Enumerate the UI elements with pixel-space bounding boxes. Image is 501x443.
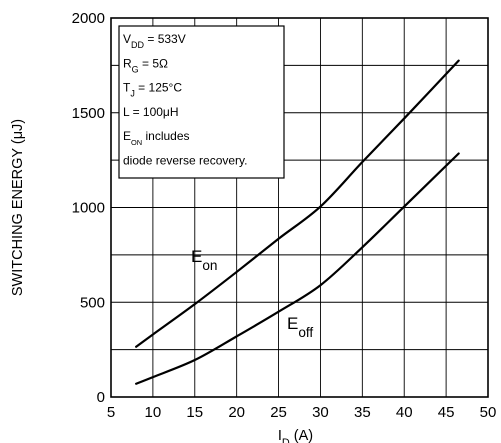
- axis-titles: ID (A) SWITCHING ENERGY (μJ): [10, 119, 313, 443]
- conditions-row: L = 100μH: [123, 105, 179, 119]
- x-axis-ticks: 5 10 15 20 25 30 35 40 45 50: [107, 404, 497, 421]
- x-tick-label: 50: [480, 404, 497, 421]
- conditions-border: [118, 25, 285, 179]
- y-axis-ticks: 0 500 1000 1500 2000: [72, 10, 105, 406]
- y-tick-label: 1500: [72, 105, 105, 122]
- conditions-row: diode reverse recovery.: [123, 154, 248, 168]
- conditions-row: RG = 5Ω: [123, 56, 168, 74]
- conditions-row: TJ = 125°C: [123, 81, 182, 99]
- x-tick-label: 35: [354, 404, 371, 421]
- y-tick-label: 1000: [72, 200, 105, 217]
- x-tick-label: 40: [396, 404, 413, 421]
- curve-eoff: [135, 152, 460, 385]
- x-tick-label: 25: [270, 404, 287, 421]
- plot-border: [110, 17, 489, 398]
- x-tick-label: 30: [312, 404, 329, 421]
- x-tick-label: 45: [438, 404, 455, 421]
- x-tick-label: 10: [145, 404, 162, 421]
- plot-frame: [110, 17, 489, 398]
- x-tick-label: 15: [186, 404, 203, 421]
- y-tick-label: 0: [97, 389, 105, 406]
- curve-eon: [135, 59, 460, 348]
- x-tick-label: 5: [107, 404, 115, 421]
- x-axis-title: ID (A): [278, 428, 313, 443]
- eoff-label: Eoff: [287, 314, 313, 340]
- x-tick-label: 20: [228, 404, 245, 421]
- y-axis-title: SWITCHING ENERGY (μJ): [10, 119, 26, 296]
- conditions-row: EON includes: [123, 129, 190, 147]
- y-tick-label: 2000: [72, 10, 105, 27]
- data-curves: [135, 59, 460, 385]
- conditions-box: VDD = 533V RG = 5Ω TJ = 125°C L = 100μH EON …: [118, 25, 285, 179]
- y-tick-label: 500: [80, 294, 105, 311]
- conditions-row: VDD = 533V: [123, 32, 186, 50]
- eon-label: Eon: [191, 247, 217, 273]
- series-labels: Eon Eoff: [191, 247, 313, 340]
